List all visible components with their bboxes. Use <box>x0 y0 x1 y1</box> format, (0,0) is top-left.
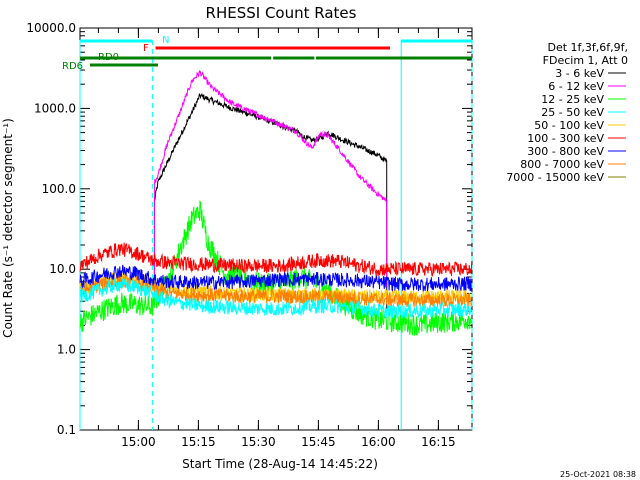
flag-label: RD0 <box>98 52 119 63</box>
legend-entry-label: 50 - 100 keV <box>534 119 604 132</box>
series-line <box>153 69 388 294</box>
legend: Det 1f,3f,6f,9f,FDecim 1, Att 03 - 6 keV… <box>506 41 628 184</box>
legend-header: FDecim 1, Att 0 <box>543 54 628 67</box>
plot-frame <box>79 27 473 431</box>
legend-entry-label: 100 - 300 keV <box>527 132 604 145</box>
flag-label: F <box>143 43 149 54</box>
y-tick-label: 10000.0 <box>26 21 76 35</box>
legend-entry-label: 12 - 25 keV <box>541 93 604 106</box>
legend-entry-label: 3 - 6 keV <box>555 67 604 80</box>
flag-label: RD6 <box>62 61 83 72</box>
legend-header: Det 1f,3f,6f,9f, <box>547 41 628 54</box>
y-tick-label: 1000.0 <box>34 101 76 115</box>
x-tick-label: 16:00 <box>361 435 396 449</box>
chart-title: RHESSI Count Rates <box>206 4 357 22</box>
legend-entry-label: 800 - 7000 keV <box>520 158 604 171</box>
series-line <box>79 242 473 277</box>
y-axis-label: Count Rate (s⁻¹ detector segment⁻¹) <box>1 118 15 338</box>
x-tick-label: 15:15 <box>181 435 216 449</box>
flag-label: N <box>162 35 169 46</box>
series-line <box>79 264 473 292</box>
y-tick-label: 100.0 <box>42 182 76 196</box>
x-tick-label: 15:00 <box>121 435 156 449</box>
y-tick-label: 1.0 <box>57 343 76 357</box>
x-tick-label: 15:30 <box>241 435 276 449</box>
legend-entry-label: 6 - 12 keV <box>548 80 604 93</box>
footer-timestamp: 25-Oct-2021 08:38 <box>560 470 636 479</box>
plot-area: 0.1 1.0 10.0 100.0 1000.0 10000.0 15:00 15:15 15… <box>26 21 473 449</box>
y-tick-label: 10.0 <box>49 262 76 276</box>
legend-entry-label: 300 - 800 keV <box>527 145 604 158</box>
legend-entry-label: 7000 - 15000 keV <box>506 171 604 184</box>
series-line <box>79 278 473 319</box>
x-axis-label: Start Time (28-Aug-14 14:45:22) <box>182 457 378 471</box>
legend-entry-label: 25 - 50 keV <box>541 106 604 119</box>
x-tick-label: 16:15 <box>421 435 456 449</box>
x-tick-label: 15:45 <box>301 435 336 449</box>
y-tick-label: 0.1 <box>57 423 76 437</box>
